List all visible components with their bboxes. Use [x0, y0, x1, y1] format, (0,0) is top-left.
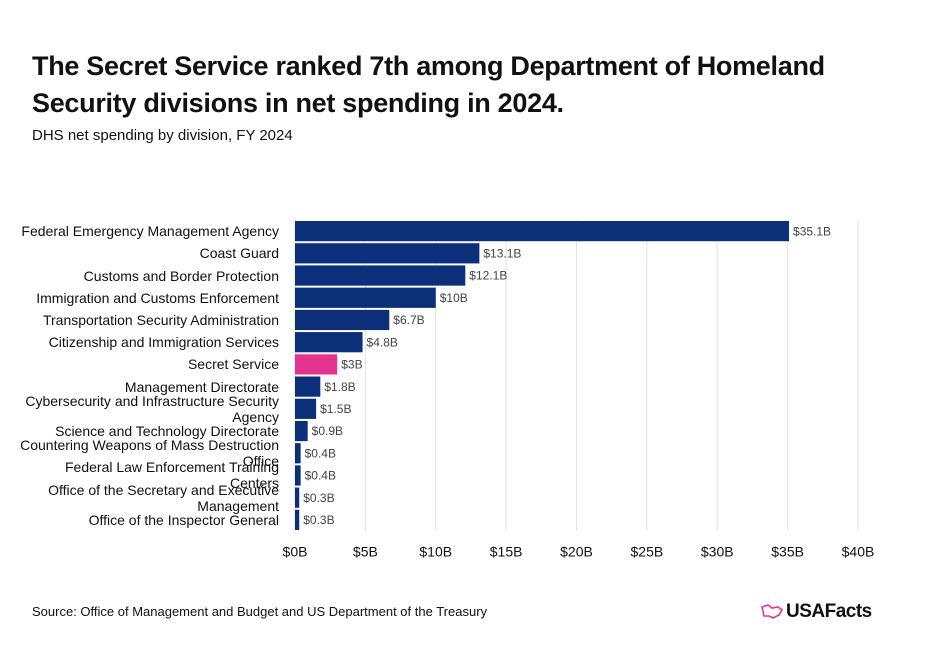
value-label: $0.3B	[303, 513, 334, 527]
bar	[295, 354, 338, 375]
bar	[295, 487, 300, 508]
x-tick-label: $40B	[842, 544, 875, 560]
bar	[295, 398, 317, 419]
logo-icon	[761, 604, 784, 619]
value-label: $1.8B	[324, 380, 355, 394]
bar	[295, 420, 308, 442]
value-label: $10B	[440, 291, 468, 305]
x-tick-label: $15B	[490, 544, 523, 560]
category-label: Federal Emergency Management Agency	[21, 223, 279, 240]
value-label: $0.4B	[305, 469, 336, 483]
value-label: $1.5B	[320, 402, 351, 416]
x-tick-label: $20B	[560, 544, 593, 560]
value-label: $3B	[341, 358, 362, 372]
category-label: Office of the Inspector General	[88, 511, 279, 528]
category-label: Transportation Security Administration	[42, 311, 279, 328]
value-label: $0.4B	[305, 446, 336, 460]
bar	[295, 243, 480, 264]
value-label: $6.7B	[393, 313, 424, 327]
value-label: $0.9B	[312, 424, 343, 438]
bar	[295, 265, 466, 286]
category-label: Customs and Border Protection	[83, 267, 279, 284]
category-label: Management Directorate	[124, 378, 279, 395]
category-label: Science and Technology Directorate	[55, 423, 279, 440]
category-label: Federal Law Enforcement Training Centers	[65, 459, 279, 492]
chart-subtitle: DHS net spending by division, FY 2024	[32, 127, 293, 144]
x-tick-label: $5B	[353, 544, 378, 560]
chart-title: The Secret Service ranked 7th among Depa…	[32, 51, 825, 118]
bar	[295, 221, 790, 242]
value-label: $0.3B	[303, 491, 334, 505]
bar	[295, 332, 363, 353]
bar	[295, 287, 436, 308]
category-label: Secret Service	[187, 356, 279, 373]
brand-logo: USAFacts	[786, 601, 872, 622]
bar	[295, 465, 301, 486]
value-label: $13.1B	[483, 246, 521, 260]
bar	[295, 376, 321, 397]
category-label: Citizenship and Immigration Services	[48, 334, 279, 351]
category-label: Coast Guard	[199, 245, 279, 262]
category-label: Cybersecurity and Infrastructure Securit…	[25, 392, 279, 425]
x-tick-label: $25B	[631, 544, 664, 560]
category-label: Immigration and Customs Enforcement	[36, 289, 279, 306]
bar	[295, 309, 390, 331]
x-tick-label: $10B	[419, 544, 452, 560]
value-label: $12.1B	[469, 269, 507, 283]
x-tick-label: $35B	[771, 544, 804, 560]
value-label: $35.1B	[793, 224, 831, 238]
source: Source: Office of Management and Budget …	[32, 604, 488, 619]
category-label: Countering Weapons of Mass Destruction O…	[20, 437, 279, 470]
category-label: Office of the Secretary and Executive Ma…	[48, 481, 279, 514]
value-label: $4.8B	[367, 335, 398, 349]
x-tick-label: $0B	[283, 544, 308, 560]
x-tick-label: $30B	[701, 544, 734, 560]
bar	[295, 443, 301, 464]
bar	[295, 509, 300, 530]
